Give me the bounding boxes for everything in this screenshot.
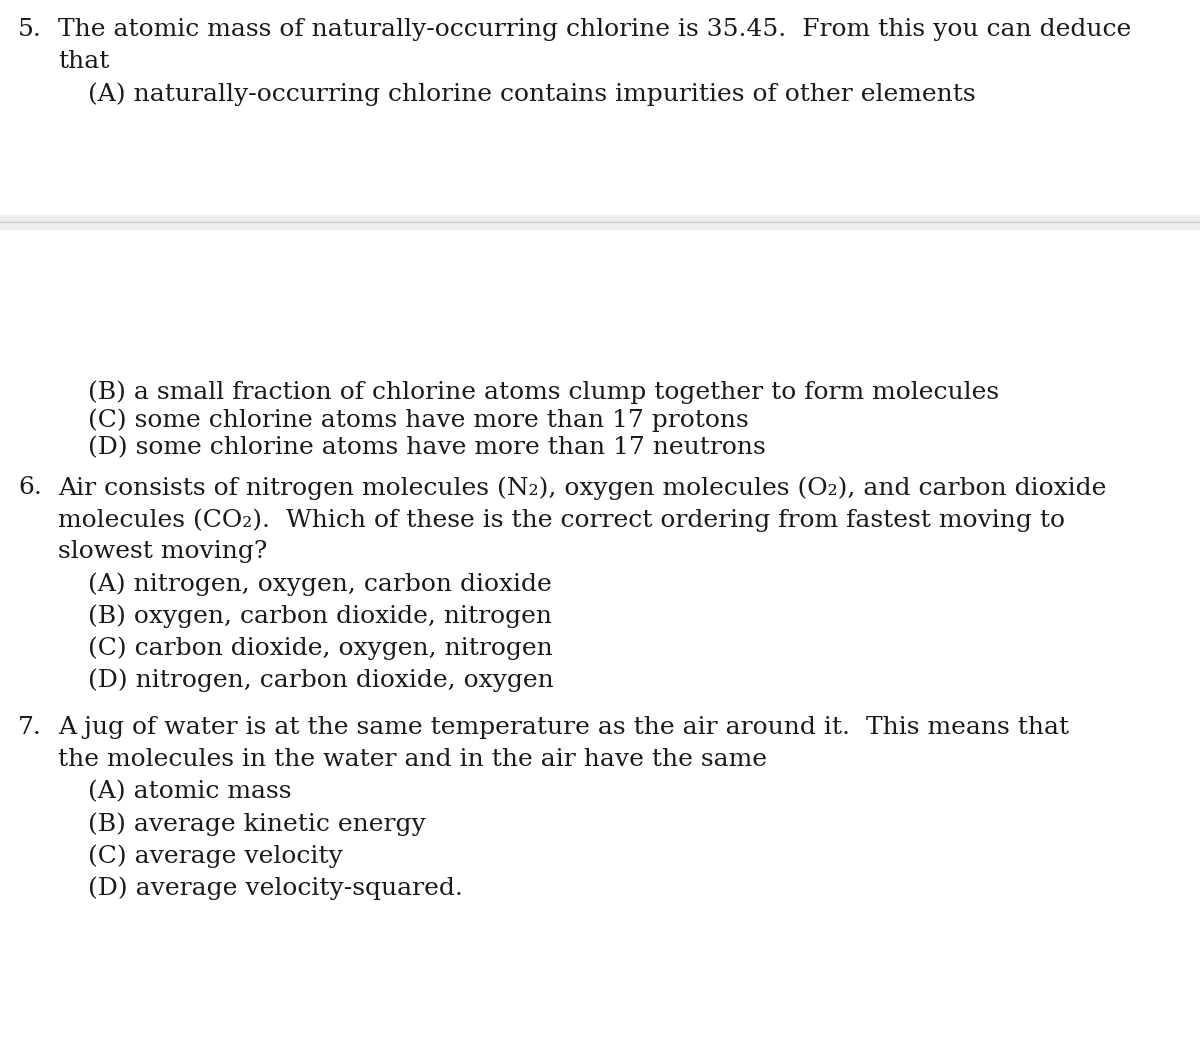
- Text: slowest moving?: slowest moving?: [58, 540, 268, 563]
- Text: (C) some chlorine atoms have more than 17 protons: (C) some chlorine atoms have more than 1…: [88, 408, 749, 431]
- Text: (A) nitrogen, oxygen, carbon dioxide: (A) nitrogen, oxygen, carbon dioxide: [88, 572, 552, 595]
- Text: (B) oxygen, carbon dioxide, nitrogen: (B) oxygen, carbon dioxide, nitrogen: [88, 604, 552, 627]
- Text: (A) naturally-occurring chlorine contains impurities of other elements: (A) naturally-occurring chlorine contain…: [88, 82, 976, 106]
- Text: that: that: [58, 50, 109, 73]
- Text: (C) carbon dioxide, oxygen, nitrogen: (C) carbon dioxide, oxygen, nitrogen: [88, 636, 553, 660]
- Text: molecules (CO₂).  Which of these is the correct ordering from fastest moving to: molecules (CO₂). Which of these is the c…: [58, 508, 1066, 532]
- Text: (A) atomic mass: (A) atomic mass: [88, 780, 292, 803]
- Text: Air consists of nitrogen molecules (N₂), oxygen molecules (O₂), and carbon dioxi: Air consists of nitrogen molecules (N₂),…: [58, 476, 1106, 500]
- Text: The atomic mass of naturally-occurring chlorine is 35.45.  From this you can ded: The atomic mass of naturally-occurring c…: [58, 18, 1132, 41]
- Text: A jug of water is at the same temperature as the air around it.  This means that: A jug of water is at the same temperatur…: [58, 716, 1069, 739]
- Text: (D) nitrogen, carbon dioxide, oxygen: (D) nitrogen, carbon dioxide, oxygen: [88, 668, 553, 692]
- Text: 5.: 5.: [18, 18, 42, 41]
- Text: (D) some chlorine atoms have more than 17 neutrons: (D) some chlorine atoms have more than 1…: [88, 436, 766, 459]
- Text: the molecules in the water and in the air have the same: the molecules in the water and in the ai…: [58, 748, 767, 770]
- Text: (D) average velocity-squared.: (D) average velocity-squared.: [88, 876, 463, 899]
- Text: 6.: 6.: [18, 476, 42, 499]
- Text: 7.: 7.: [18, 716, 42, 739]
- Text: (B) a small fraction of chlorine atoms clump together to form molecules: (B) a small fraction of chlorine atoms c…: [88, 380, 1000, 403]
- Text: (B) average kinetic energy: (B) average kinetic energy: [88, 812, 426, 836]
- Text: (C) average velocity: (C) average velocity: [88, 844, 343, 868]
